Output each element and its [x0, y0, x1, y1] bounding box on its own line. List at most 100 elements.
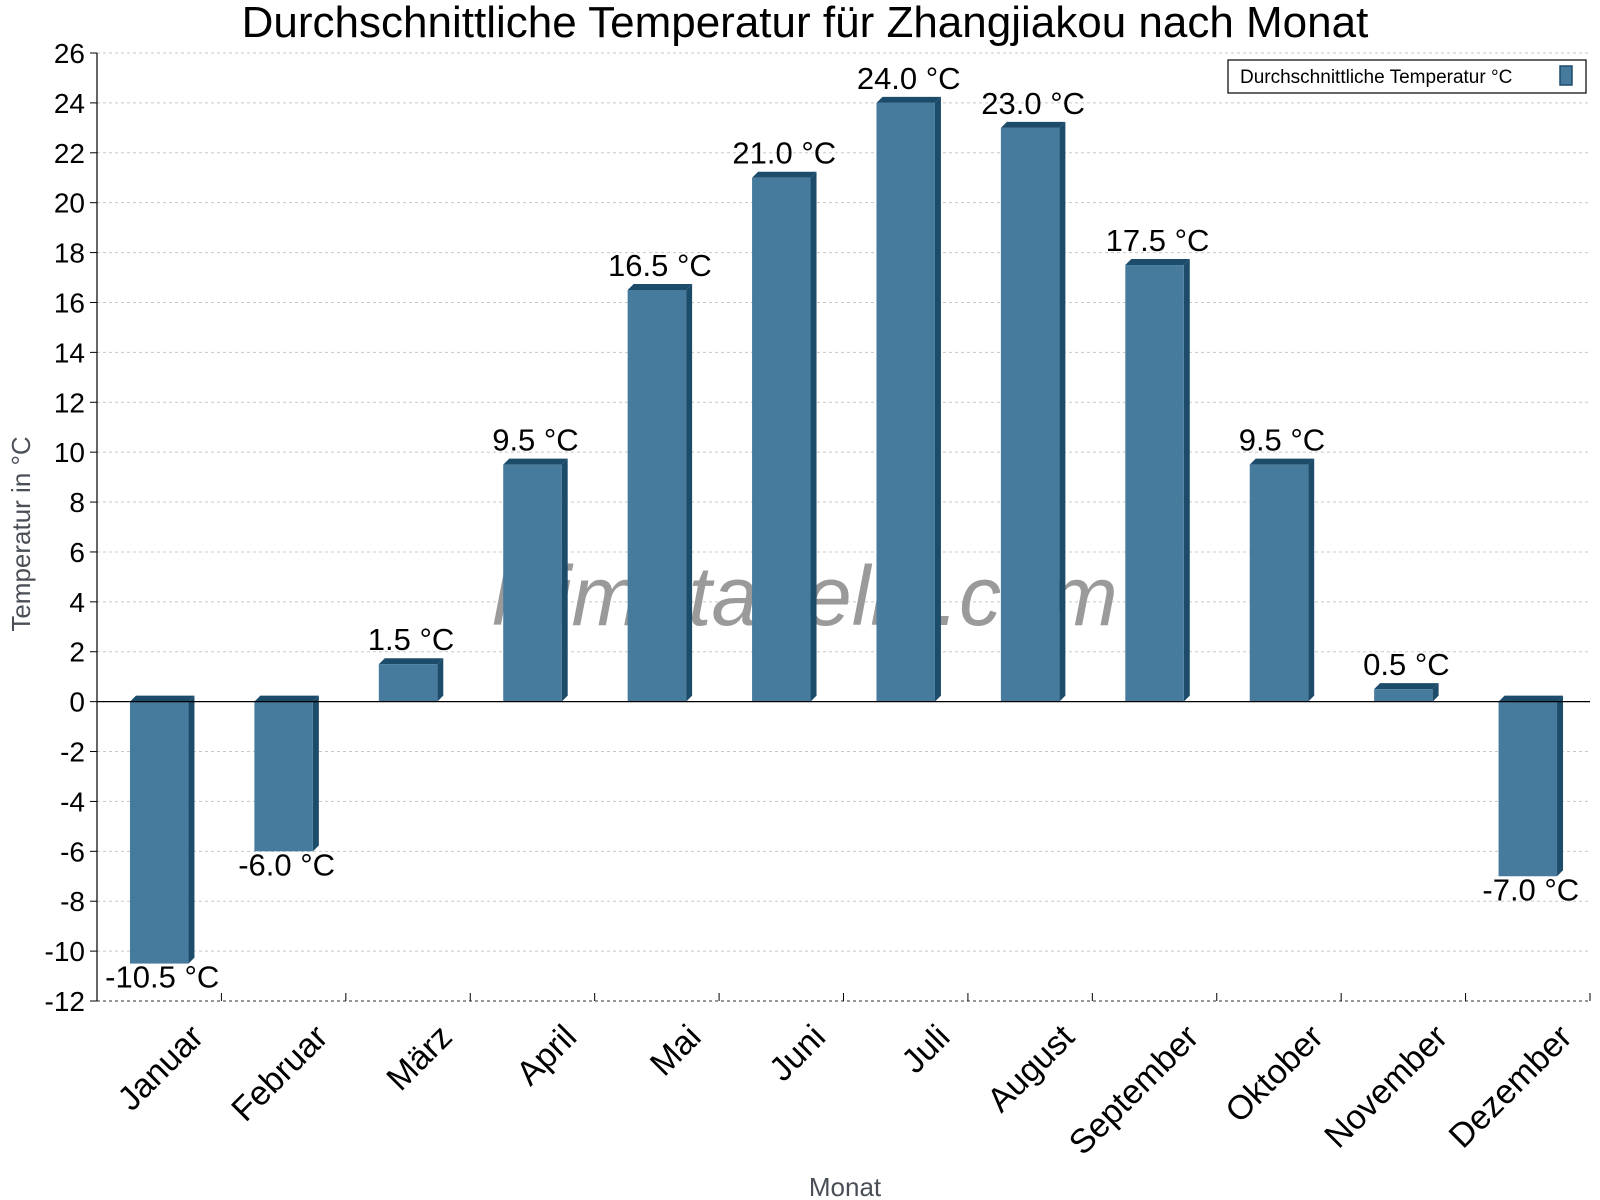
bar-april	[503, 458, 568, 702]
bar-front	[627, 290, 687, 702]
bar-november	[1374, 683, 1439, 702]
legend-label: Durchschnittliche Temperatur °C	[1240, 67, 1512, 88]
bar-top	[1374, 683, 1439, 690]
data-label: 23.0 °C	[981, 86, 1085, 121]
data-label: -6.0 °C	[238, 847, 335, 882]
data-labels: -10.5 °C -6.0 °C 1.5 °C 9.5 °C 16.5 °C 21.0 °…	[105, 61, 1579, 995]
bar-oktober	[1249, 458, 1315, 702]
x-tick-label: August	[980, 1017, 1082, 1119]
data-label: 17.5 °C	[1106, 223, 1210, 258]
data-label: 9.5 °C	[1239, 423, 1326, 458]
data-label: 9.5 °C	[492, 423, 579, 458]
bar-dezember	[1498, 695, 1564, 877]
bar-september	[1125, 259, 1190, 702]
bar-top	[1125, 259, 1190, 266]
bar-side	[1059, 121, 1066, 702]
bar-front	[254, 701, 313, 852]
y-tick-label: 2	[69, 637, 85, 668]
legend-swatch	[1559, 65, 1573, 86]
x-tick-label: April	[509, 1018, 584, 1093]
bar-top	[752, 171, 817, 178]
bar-front	[1498, 701, 1558, 877]
legend: Durchschnittliche Temperatur °C	[1227, 59, 1587, 94]
data-label: 16.5 °C	[608, 248, 712, 283]
bar-front	[1374, 689, 1433, 702]
grid-lines	[97, 52, 1590, 1002]
bar-side	[437, 658, 444, 702]
bar-front	[129, 701, 189, 964]
data-label: -7.0 °C	[1482, 872, 1579, 907]
data-label: -10.5 °C	[105, 960, 219, 995]
y-tick-label: 24	[54, 88, 85, 119]
x-axis-label: Monat	[809, 1172, 882, 1200]
bar-top	[378, 658, 444, 665]
bar-top	[1249, 458, 1315, 465]
bar-side	[810, 171, 817, 702]
y-tick-label: 20	[54, 188, 85, 219]
bar-juni	[752, 171, 817, 702]
bar-side	[1183, 259, 1190, 702]
bar-side	[686, 284, 693, 702]
bar-top	[254, 695, 319, 702]
y-axis-label: Temperatur in °C	[6, 436, 36, 631]
y-tick-label: -8	[60, 886, 85, 917]
y-tick-label: 16	[54, 287, 85, 318]
y-tick-label: 10	[54, 437, 85, 468]
y-tick-label: 6	[69, 537, 85, 568]
data-label: 1.5 °C	[368, 622, 455, 657]
y-tick-label: -4	[60, 786, 85, 817]
bar-top	[1000, 121, 1066, 128]
bar-side	[561, 458, 568, 702]
bar-front	[1125, 265, 1184, 702]
bar-front	[1000, 127, 1060, 702]
legend-box	[1227, 59, 1587, 94]
x-tick-label: März	[379, 1018, 459, 1098]
bar-side	[1432, 683, 1439, 702]
y-tick-label: 18	[54, 238, 85, 269]
x-tick-label: November	[1317, 1018, 1455, 1156]
y-tick-label: 0	[69, 687, 85, 718]
y-tick-label: -6	[60, 836, 85, 867]
bar-side	[188, 695, 195, 964]
bar-front	[876, 102, 935, 702]
bar-side	[1308, 458, 1315, 702]
bar-januar	[129, 695, 195, 964]
data-label: 21.0 °C	[732, 136, 836, 171]
bar-top	[503, 458, 568, 465]
x-tick-label: Mai	[643, 1018, 709, 1084]
bar-juli	[876, 96, 941, 702]
x-tick-label: Oktober	[1218, 1018, 1330, 1130]
bar-side	[1557, 695, 1564, 877]
chart-title: Durchschnittliche Temperatur für Zhangji…	[242, 0, 1369, 47]
x-tick-label: Juni	[762, 1018, 833, 1089]
data-label: 24.0 °C	[857, 61, 961, 96]
y-tick-label: -12	[45, 986, 85, 1017]
bar-top	[1498, 695, 1564, 702]
bar-front	[503, 464, 562, 702]
x-tick-label: Januar	[111, 1018, 211, 1118]
bar-top	[129, 695, 195, 702]
bar-front	[1249, 464, 1309, 702]
data-label: 0.5 °C	[1363, 647, 1450, 682]
bar-side	[312, 695, 319, 852]
bar-front	[378, 664, 438, 702]
bar-mai	[627, 284, 693, 702]
bar-märz	[378, 658, 444, 702]
y-tick-label: 14	[54, 337, 85, 368]
bar-august	[1000, 121, 1066, 702]
x-tick-label: Dezember	[1442, 1018, 1580, 1156]
y-tick-label: 4	[69, 587, 85, 618]
bars	[129, 96, 1564, 964]
y-tick-label: 12	[54, 387, 85, 418]
y-tick-label: -10	[45, 936, 85, 967]
bar-februar	[254, 695, 319, 852]
y-tick-label: 26	[54, 38, 85, 69]
bar-front	[752, 177, 811, 702]
x-tick-label: September	[1062, 1018, 1206, 1162]
x-tick-label: Juli	[894, 1018, 957, 1081]
y-tick-label: -2	[60, 737, 85, 768]
bar-side	[934, 96, 941, 702]
bar-top	[627, 284, 693, 290]
x-tick-label: Februar	[224, 1018, 335, 1129]
